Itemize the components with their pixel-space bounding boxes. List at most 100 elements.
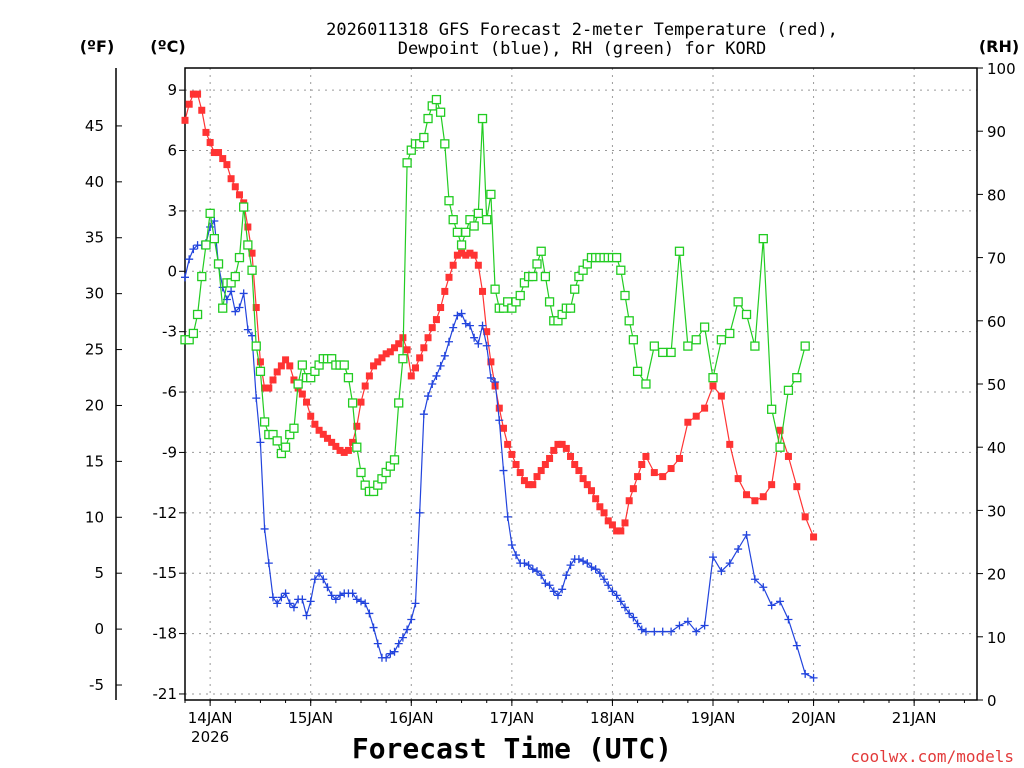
rh-point [243,240,253,250]
dewpoint-point [537,571,546,580]
dewpoint-point [595,569,604,578]
rh-point [792,373,802,383]
temperature-point [391,344,399,352]
celsius-tick-label: -6 [162,383,177,401]
temperature-point [734,475,742,483]
dewpoint-point [750,575,759,584]
rh-point [259,417,270,427]
dewpoint-point [591,565,600,574]
rh-point [435,107,446,117]
rh-tick-label: 10 [987,629,1006,647]
rh-point [234,252,245,263]
temperature-point [303,398,311,406]
rh-point [461,227,471,237]
dewpoint-point [252,394,261,403]
rh-line [185,98,806,492]
rh-point [708,373,718,383]
rh-point [352,442,362,452]
temperature-point [223,161,231,169]
dewpoint-point [784,615,793,624]
dewpoint-point [709,553,717,562]
dewpoint-point [361,599,370,608]
dewpoint-point [419,410,428,419]
temperature-point [495,404,503,412]
rh-point [758,233,768,244]
dewpoint-point [181,273,189,282]
dewpoint-point [289,603,298,612]
rh-point [209,233,219,244]
temperature-line [184,93,815,538]
fahrenheit-tick-label: -5 [89,676,104,694]
dewpoint-point [792,641,801,650]
temperature-point [462,251,470,259]
dewpoint-point [734,545,743,554]
dewpoint-point [683,617,692,626]
temperature-point [189,90,197,98]
temperature-point [269,376,277,384]
rh-point [540,271,551,282]
fahrenheit-tick-label: 25 [85,341,104,359]
temperature-point [365,372,373,380]
dewpoint-point [428,380,437,388]
celsius-unit-label: (ºC) [150,37,185,56]
rh-point [691,335,701,345]
temperature-point [328,438,336,446]
fahrenheit-tick-label: 40 [85,173,104,191]
dewpoint-point [231,307,240,316]
rh-point [239,202,249,212]
celsius-tick-label: -18 [153,625,178,643]
dewpoint-point [549,587,558,596]
temperature-point [357,398,365,406]
dewpoint-point [558,585,567,594]
rh-point [293,379,303,389]
temperature-point [206,138,214,146]
temperature-point [562,444,570,452]
dewpoint-point [398,633,407,642]
dewpoint-point [491,377,500,386]
rh-tick-label: 30 [987,502,1006,520]
temperature-point [508,450,516,458]
rh-point [280,442,291,452]
dewpoint-point [243,325,252,334]
fahrenheit-tick-label: 20 [85,396,104,414]
temperature-point [684,418,692,426]
rh-point [444,196,454,206]
celsius-tick-label: -15 [153,564,178,582]
temperature-point [319,430,327,438]
x-tick-label: 14JAN [188,709,233,727]
dewpoint-point [432,371,441,380]
temperature-point [378,354,386,362]
temperature-point [307,412,315,420]
dewpoint-point [394,639,403,648]
credit-link[interactable]: coolwx.com/models [850,747,1014,766]
rh-point [188,328,199,339]
rh-point [389,455,400,465]
x-tick-label: 18JAN [590,709,635,727]
dewpoint-point [545,581,554,590]
temperature-point [198,106,206,114]
rh-point [339,360,349,370]
dewpoint-point [189,245,198,254]
temperature-point [801,513,809,521]
rh-point [570,284,580,294]
temperature-point [235,191,243,199]
dewpoint-point [583,559,592,568]
dewpoint-point [801,669,810,678]
rh-point [419,132,429,143]
dewpoint-point [486,373,495,382]
rh-point [482,215,492,225]
rh-point [448,215,458,225]
dewpoint-point [285,599,294,608]
temperature-point [504,440,512,448]
temperature-point [353,422,361,430]
dewpoint-point [227,287,236,296]
temperature-point [395,340,403,348]
dewpoint-point [264,559,273,568]
temperature-point [621,519,629,527]
rh-point [490,284,500,294]
rh-point [197,271,207,282]
temperature-point [219,155,227,163]
rh-point [398,354,408,364]
rh-point [528,271,538,282]
